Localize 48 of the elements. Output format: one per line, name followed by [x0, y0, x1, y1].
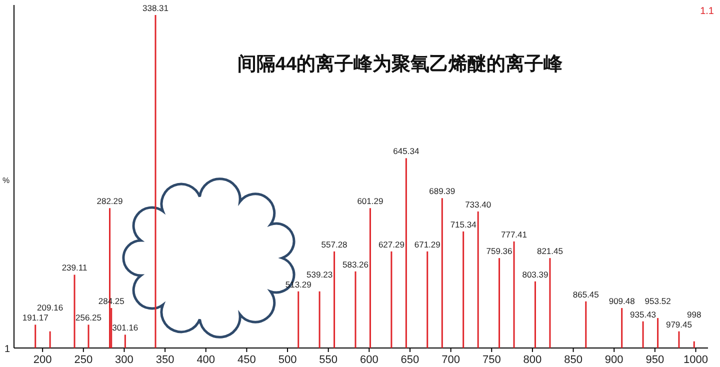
- x-tick-label: 450: [238, 354, 256, 366]
- annotation: 979.45: [666, 319, 692, 330]
- annotation: 645.34: [393, 146, 420, 156]
- annotation: 191.17: [22, 312, 49, 323]
- x-tick-label: 700: [442, 354, 460, 366]
- annotation: 209.16: [37, 302, 64, 313]
- annotation: 583.26: [342, 259, 369, 270]
- annotation: 821.45: [536, 246, 564, 256]
- annotation: 671.29: [414, 239, 441, 250]
- annotation: 239.11: [62, 262, 88, 273]
- x-tick-label: 300: [115, 354, 134, 366]
- annotation: 282.29: [96, 196, 124, 206]
- text: 1: [4, 344, 10, 355]
- x-tick-label: 950: [646, 354, 664, 366]
- annotation: 803.39: [522, 269, 548, 280]
- annotation: 715.34: [450, 219, 477, 230]
- x-tick-label: 250: [74, 354, 93, 366]
- x-tick-label: 500: [278, 354, 297, 366]
- x-tick-label: 550: [319, 354, 338, 366]
- y-axis-title: %: [2, 176, 10, 185]
- annotation: 733.40: [465, 199, 492, 210]
- x-tick-label: 800: [523, 354, 542, 366]
- annotation: 256.25: [76, 312, 102, 323]
- annotation: 627.29: [378, 239, 405, 250]
- annotation: 689.39: [429, 186, 456, 196]
- annotation: 338.31: [142, 3, 169, 13]
- annotation: 557.28: [321, 239, 348, 250]
- x-tick-label: 850: [564, 354, 582, 366]
- annotation: 909.48: [608, 296, 636, 306]
- x-tick-label: 650: [400, 354, 420, 366]
- x-tick-label: 1000: [684, 354, 708, 366]
- annotation: 953.52: [644, 296, 672, 306]
- annotation: 777.41: [501, 229, 528, 240]
- x-tick-label: 600: [360, 354, 378, 366]
- x-tick-label: 400: [196, 354, 216, 366]
- text: 间隔44的离子峰为聚氧乙烯醚的离子峰: [237, 53, 564, 75]
- annotation: 1.1: [700, 6, 714, 17]
- x-tick-label: 750: [482, 354, 501, 366]
- annotation: 759.36: [486, 246, 513, 256]
- annotation: 539.23: [306, 269, 333, 280]
- annotation: 935.43: [630, 309, 656, 320]
- x-tick-label: 900: [604, 354, 624, 366]
- annotation: 601.29: [357, 196, 384, 206]
- annotation: 301.16: [112, 322, 138, 333]
- x-tick-label: 200: [33, 354, 52, 366]
- x-tick-label: 350: [156, 354, 174, 366]
- annotation: 865.45: [572, 289, 600, 300]
- annotation: 998: [687, 309, 702, 320]
